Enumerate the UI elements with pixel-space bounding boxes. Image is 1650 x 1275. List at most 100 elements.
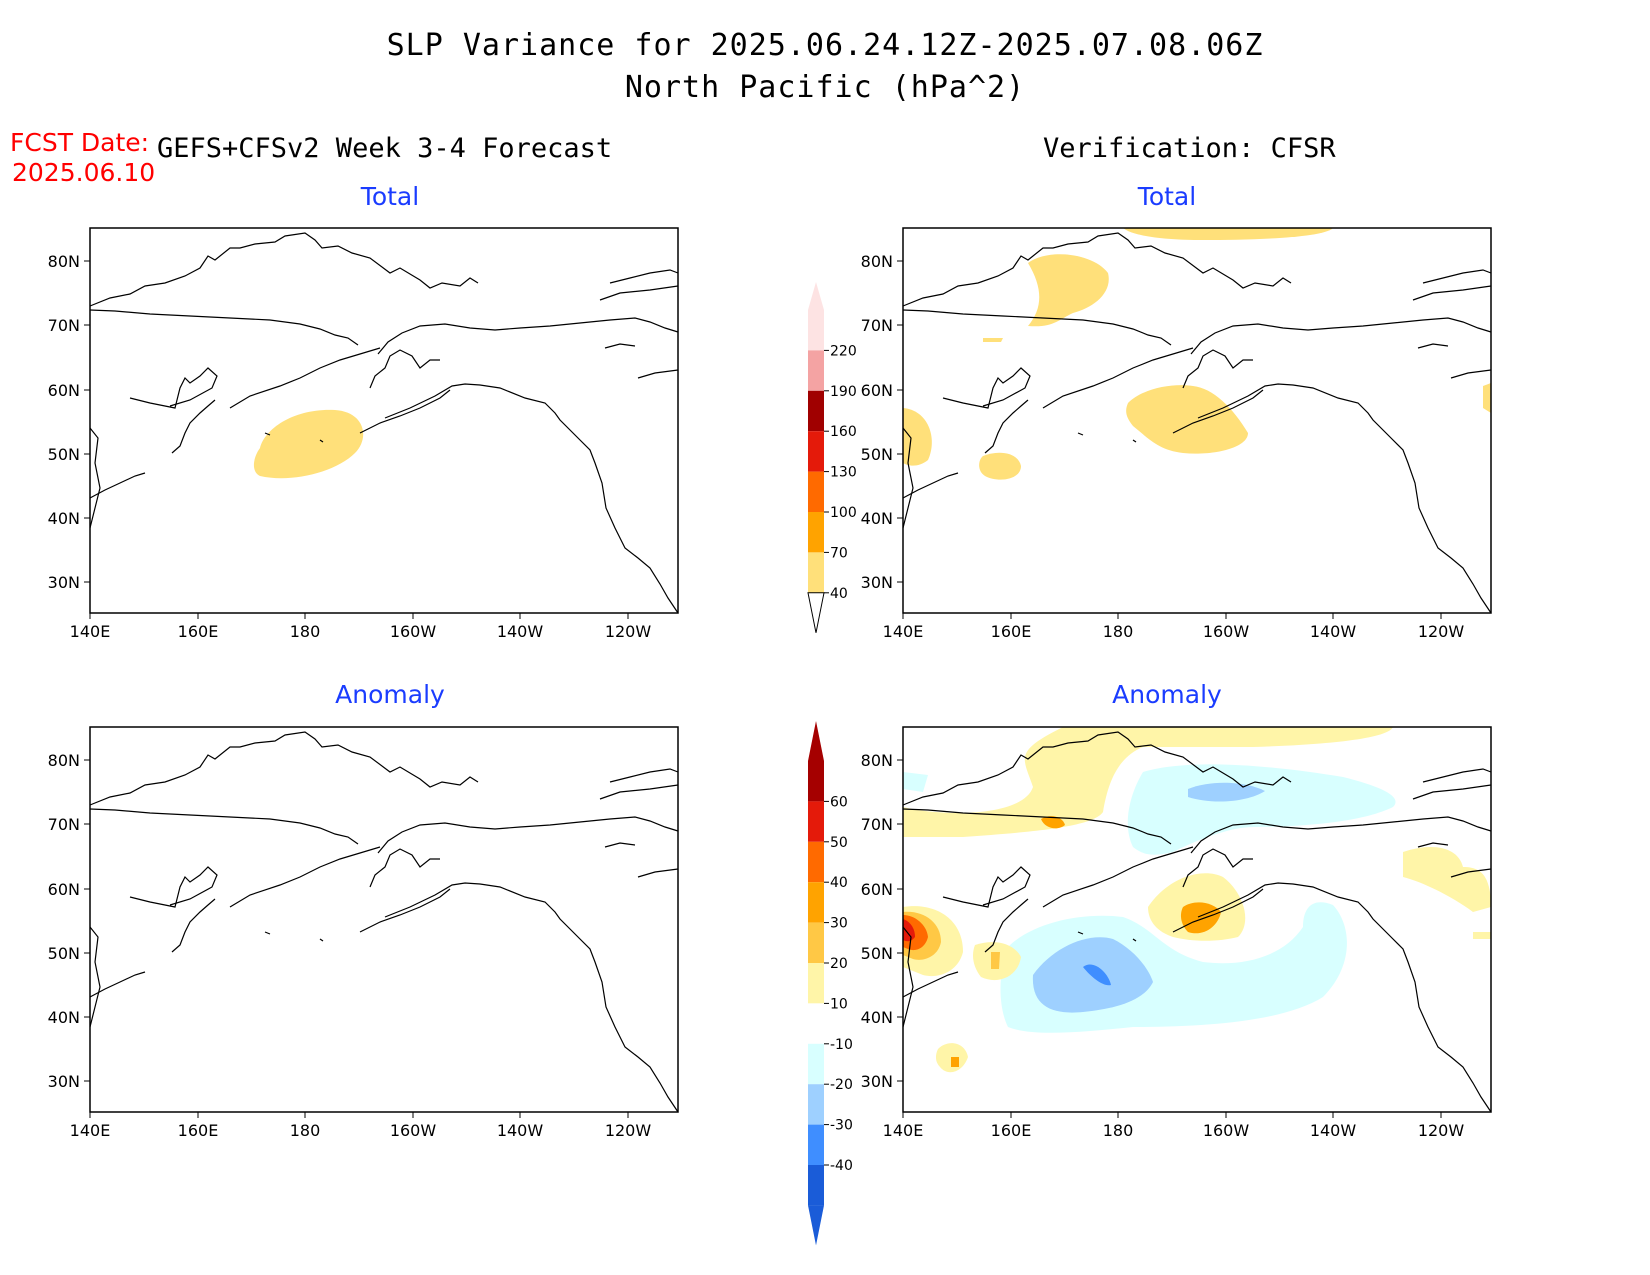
lat-label: 40N [861,1008,893,1027]
lat-label: 60N [48,381,80,400]
colorbar-segment [808,512,824,553]
ver-total-contour-arctic [1028,254,1109,327]
lon-label: 120W [605,1121,652,1140]
lat-label: 30N [861,1072,893,1091]
colorbar-label: 190 [830,384,857,400]
colorbar-label: 130 [830,465,857,481]
lon-label: 120W [1418,1121,1465,1140]
lat-label: 80N [48,252,80,271]
colorbar-label: 40 [830,875,848,891]
colorbar-label: 60 [830,794,848,810]
lon-label: 160W [1203,1121,1250,1140]
colorbar-segment [808,801,824,842]
lon-label: 180 [1103,1121,1134,1140]
lat-label: 30N [861,573,893,592]
ver-total-contour-bering [1126,385,1248,454]
lat-label: 50N [861,944,893,963]
verification-header: Verification: CFSR [1043,133,1336,164]
verification-total-map [902,227,1492,614]
ver-total-contour-small [983,338,1003,342]
lat-label: 60N [861,381,893,400]
verification-anomaly-map [902,726,1492,1113]
colorbar-label: 70 [830,545,848,561]
lat-label: 30N [48,1072,80,1091]
lat-label: 50N [48,445,80,464]
ver-total-contour-kurils [979,452,1021,480]
ver-total-contour-north [1123,228,1333,240]
fcst-date-label: FCST Date: [10,128,150,157]
lon-label: 160W [1203,622,1250,641]
colorbar-label: 50 [830,835,848,851]
ver-total-contour-east [1483,383,1491,413]
lon-label: 140E [883,1121,924,1140]
lon-label: 180 [290,1121,321,1140]
ver-anom-pos-north [903,727,1393,837]
ver-anom-pos-east-small [1473,932,1491,939]
ver-anom-pos-arctic-speck [1041,816,1065,829]
lat-label: 80N [861,751,893,770]
colorbar-label: 220 [830,343,857,359]
colorbar-segment [808,1003,824,1044]
colorbar-segment [808,922,824,963]
main-subtitle: North Pacific (hPa^2) [624,70,1026,105]
lat-label: 40N [48,1008,80,1027]
colorbar-label: 100 [830,505,857,521]
lon-label: 160E [178,622,219,641]
lat-label: 60N [861,880,893,899]
colorbar-bottom-arrow [807,592,825,633]
colorbar-label: 30 [830,916,848,932]
colorbar-segment [808,882,824,923]
colorbar-label: -10 [830,1037,853,1053]
lon-label: 140E [70,1121,111,1140]
ver-anom-pos-south-core [951,1057,959,1067]
lat-label: 80N [861,252,893,271]
colorbar-label: -40 [830,1158,853,1174]
forecast-header: GEFS+CFSv2 Week 3-4 Forecast [157,133,613,164]
forecast-total-title: Total [360,182,420,211]
lon-label: 140W [497,1121,544,1140]
verification-anomaly-title: Anomaly [1112,680,1222,709]
colorbar-segment [808,841,824,883]
lat-label: 40N [48,509,80,528]
lon-label: 140E [883,622,924,641]
main-title: SLP Variance for 2025.06.24.12Z-2025.07.… [386,28,1264,63]
colorbar-label: -20 [830,1077,853,1093]
lon-label: 180 [290,622,321,641]
lon-label: 180 [1103,622,1134,641]
colorbar-label: -30 [830,1118,853,1134]
forecast-anomaly-title: Anomaly [335,680,445,709]
lon-label: 160E [991,1121,1032,1140]
lat-label: 70N [861,316,893,335]
colorbar-segment [808,1165,824,1206]
colorbar-segment [808,1043,824,1085]
verification-total-title: Total [1137,182,1197,211]
ver-anom-pos-kurils-core [991,952,1000,969]
colorbar-segment [808,761,824,802]
colorbar-top-arrow [808,721,824,761]
lat-label: 70N [48,316,80,335]
colorbar-segment [808,963,824,1004]
forecast-total-map [89,227,679,614]
ver-anom-neg-west [903,772,928,792]
colorbar-bottom-arrow [808,1205,824,1246]
colorbar-segment [808,552,824,593]
lon-label: 120W [605,622,652,641]
colorbar-segment [808,1124,824,1165]
colorbar-segment [808,431,824,472]
colorbar-segment [808,390,824,432]
colorbar-label: 10 [830,996,848,1012]
colorbar-label: 20 [830,956,848,972]
lat-label: 60N [48,880,80,899]
colorbar-segment [808,350,824,391]
fcst-date-value: 2025.06.10 [12,158,156,187]
ver-anom-neg-arctic-core [1188,782,1265,802]
lat-label: 30N [48,573,80,592]
ver-anom-neg-pacific-core [1083,964,1111,986]
lat-label: 80N [48,751,80,770]
total-colorbar: 220 190 160 130 100 70 40 [807,282,857,633]
ver-total-contour-japan [903,408,932,466]
colorbar-segment [808,1084,824,1125]
lat-label: 70N [48,815,80,834]
colorbar-top-arrow [808,282,824,310]
